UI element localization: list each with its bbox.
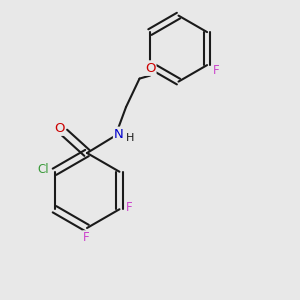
Text: Cl: Cl (37, 163, 49, 176)
Text: O: O (145, 61, 155, 75)
Text: H: H (125, 133, 134, 143)
Text: N: N (114, 128, 124, 141)
Text: F: F (126, 201, 133, 214)
Text: F: F (213, 64, 219, 77)
Text: F: F (83, 231, 90, 244)
Text: O: O (54, 122, 64, 135)
